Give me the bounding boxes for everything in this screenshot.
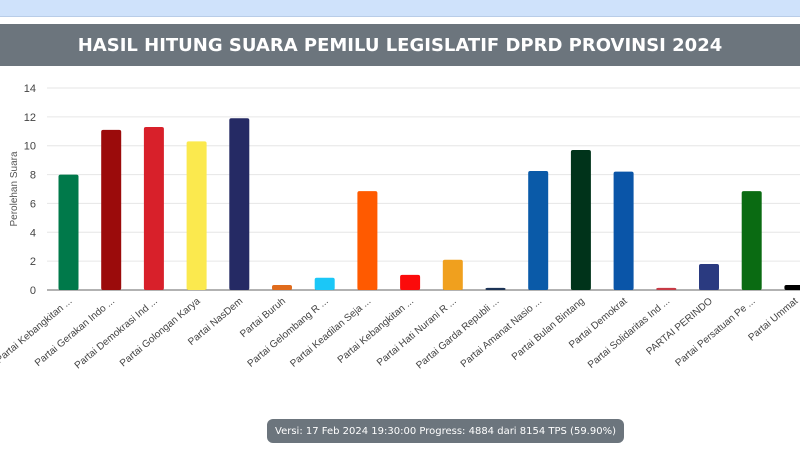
x-tick-label: Partai Solidaritas Ind ... [586, 296, 672, 371]
y-axis-label: Perolehan Suara [9, 151, 20, 226]
x-tick-label: Partai Garda Republi ... [414, 296, 501, 372]
y-tick-label: 8 [30, 170, 36, 182]
bar[interactable] [784, 284, 800, 290]
bar[interactable] [272, 284, 292, 290]
bar[interactable] [485, 287, 506, 290]
bar[interactable] [101, 129, 122, 290]
y-tick-label: 10 [24, 141, 36, 153]
bar[interactable] [570, 150, 591, 290]
y-tick-label: 0 [30, 285, 36, 297]
bar[interactable] [186, 141, 207, 290]
y-tick-label: 12 [24, 112, 36, 124]
bar[interactable] [699, 264, 719, 290]
y-tick-label: 14 [24, 83, 36, 95]
bar[interactable] [58, 174, 79, 290]
browser-top-bar [0, 0, 800, 17]
bar[interactable] [656, 287, 677, 290]
bar[interactable] [400, 274, 421, 290]
x-tick-label: Partai Keadilan Seja ... [288, 296, 373, 370]
x-tick-label: Partai Golongan Karya [118, 296, 203, 370]
version-progress-status: Versi: 17 Feb 2024 19:30:00 Progress: 48… [267, 419, 624, 443]
bar[interactable] [528, 170, 549, 290]
x-tick-label: Partai Kebangkitan ... [0, 296, 74, 366]
bar[interactable] [442, 259, 463, 290]
x-tick-label: Partai Kebangkitan ... [336, 296, 416, 366]
y-tick-label: 6 [30, 198, 36, 210]
x-tick-label: Partai Gerakan Indo ... [33, 296, 117, 369]
bar[interactable] [613, 171, 634, 290]
y-tick-label: 4 [30, 227, 36, 239]
x-tick-label: Partai Hati Nurani R ... [375, 296, 459, 369]
bar[interactable] [314, 277, 335, 290]
y-tick-label: 2 [30, 256, 36, 268]
x-tick-label: Partai Persatuan Pe ... [673, 296, 757, 369]
bar[interactable] [741, 191, 762, 290]
bar[interactable] [357, 191, 378, 290]
x-tick-label: Partai Amanat Nasio ... [459, 296, 544, 370]
x-tick-label: Partai Gelombang R ... [246, 296, 331, 370]
page-title: HASIL HITUNG SUARA PEMILU LEGISLATIF DPR… [0, 24, 800, 66]
bar[interactable] [143, 126, 164, 290]
x-tick-label: Partai Bulan Bintang [510, 296, 587, 363]
bar[interactable] [229, 118, 250, 290]
x-tick-label: Partai Demokrasi Ind ... [73, 296, 160, 372]
